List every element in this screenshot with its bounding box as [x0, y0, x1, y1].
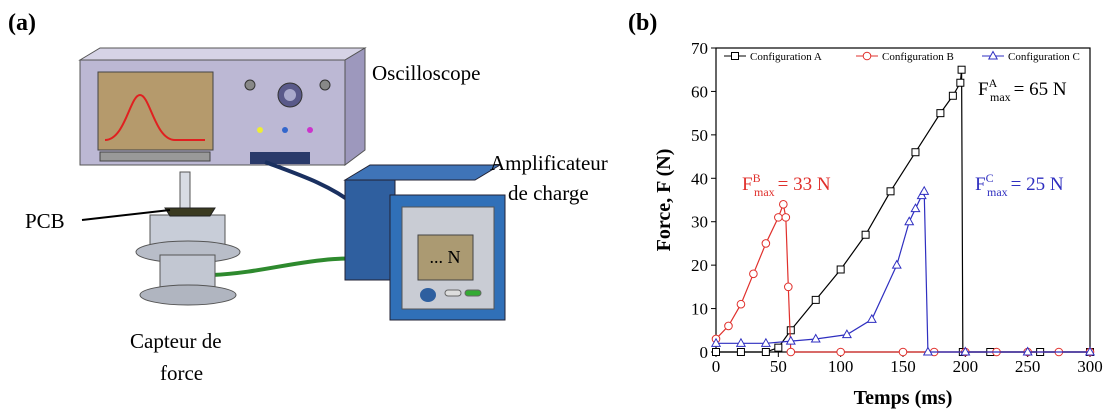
panel-label: (b) — [628, 10, 657, 36]
marker — [735, 337, 746, 347]
marker — [710, 337, 722, 347]
marker — [736, 299, 746, 309]
marker — [836, 347, 845, 357]
marker — [836, 265, 845, 274]
marker — [736, 348, 745, 356]
pointer-line — [81, 209, 171, 221]
annotation-base: F — [978, 79, 989, 100]
marker — [781, 213, 791, 222]
oscilloscope-label: Oscilloscope — [372, 61, 480, 85]
y-tick-label: 60 — [691, 82, 708, 101]
y-tick-label: 10 — [691, 300, 708, 319]
annotation-text: = 65 N — [1014, 79, 1067, 100]
legend-label: Configuration B — [882, 51, 954, 63]
sensor-label: force — [160, 361, 203, 385]
marker — [1022, 346, 1033, 356]
display-text: ... N — [430, 247, 461, 267]
amplifier-drawing — [343, 164, 506, 321]
marker — [916, 190, 927, 200]
marker — [749, 269, 758, 279]
marker — [911, 148, 920, 157]
y-tick-label: 0 — [700, 343, 709, 362]
marker — [774, 343, 783, 352]
marker — [712, 348, 720, 356]
annotation-sub: max — [987, 185, 1008, 199]
marker — [861, 230, 870, 239]
amplifier-label: Amplificateur — [490, 151, 608, 175]
marker — [904, 216, 915, 226]
marker — [898, 347, 908, 357]
y-tick-label: 40 — [691, 169, 708, 188]
oscilloscope-drawing — [78, 47, 367, 166]
chart: 0 50 100 150 200 250 300 0 10 20 30 40 50 60 70 Temps (… — [653, 39, 1103, 409]
marker — [779, 200, 788, 209]
marker — [1084, 346, 1096, 356]
marker — [761, 239, 771, 248]
x-axis-label: Temps (ms) — [854, 387, 953, 409]
annotation: FB max = 33 N — [742, 171, 831, 199]
sensor-drawing — [135, 171, 241, 306]
marker — [891, 259, 902, 269]
legend-label: Configuration A — [750, 51, 822, 63]
marker — [957, 65, 966, 74]
annotation-sub: max — [990, 90, 1011, 104]
marker — [948, 91, 957, 100]
legend-marker — [862, 51, 872, 61]
y-axis-label: Force, F (N) — [653, 149, 675, 252]
pcb-label: PCB — [25, 209, 65, 233]
annotation-base: F — [975, 174, 986, 195]
annotation: FC max = 25 N — [975, 171, 1064, 199]
annotation-text: = 25 N — [1011, 174, 1064, 195]
x-tick-label: 300 — [1077, 357, 1103, 376]
annotation-sup: B — [753, 171, 761, 185]
y-tick-label: 70 — [691, 39, 708, 58]
x-tick-label: 100 — [828, 357, 854, 376]
x-tick-label: 0 — [712, 357, 721, 376]
marker — [811, 295, 820, 304]
marker — [866, 313, 877, 323]
x-tick-label: 50 — [770, 357, 787, 376]
panel-label: (a) — [8, 10, 36, 36]
legend-marker — [731, 52, 739, 60]
marker — [886, 187, 895, 196]
series-line — [716, 189, 1090, 353]
annotation-sub: max — [754, 185, 775, 199]
marker — [910, 203, 921, 213]
marker — [919, 185, 930, 195]
marker — [761, 348, 770, 356]
x-tick-label: 250 — [1015, 357, 1041, 376]
marker — [810, 333, 821, 343]
marker — [841, 329, 852, 339]
series-line — [716, 69, 1090, 353]
marker — [936, 109, 945, 118]
marker — [922, 346, 933, 356]
annotation-sup: C — [986, 171, 994, 185]
y-tick-label: 50 — [691, 126, 708, 145]
marker — [760, 337, 771, 347]
marker — [724, 321, 733, 331]
marker — [786, 326, 795, 335]
marker — [956, 78, 965, 87]
annotation: FA max = 65 N — [978, 76, 1067, 104]
marker — [774, 213, 783, 222]
legend-marker — [987, 50, 999, 60]
series-line — [715, 202, 1090, 353]
marker — [960, 346, 971, 356]
annotation-base: F — [742, 174, 753, 195]
marker — [785, 335, 796, 345]
marker — [784, 282, 793, 292]
annotation-text: = 33 N — [778, 174, 831, 195]
x-tick-label: 200 — [953, 357, 979, 376]
annotation-sup: A — [989, 76, 998, 90]
sensor-label: Capteur de — [130, 329, 222, 353]
x-tick-label: 150 — [890, 357, 916, 376]
y-tick-label: 20 — [691, 256, 708, 275]
marker — [786, 347, 796, 357]
y-tick-label: 30 — [691, 213, 708, 232]
amplifier-label: de charge — [508, 181, 589, 205]
legend-label: Configuration C — [1008, 51, 1080, 63]
cable — [264, 160, 357, 207]
